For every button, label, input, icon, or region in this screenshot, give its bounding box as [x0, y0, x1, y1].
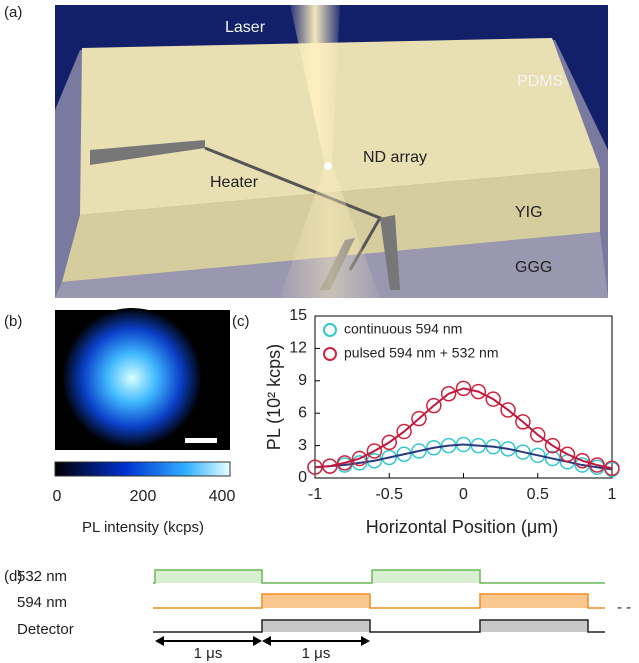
scale-bar [185, 438, 217, 443]
figure: (a) Laser PDMS ND array Heater YIG GGG (… [0, 0, 639, 663]
x-tick-label: 1 [608, 486, 617, 503]
legend-marker [324, 348, 336, 360]
x-tick-label: 0.5 [527, 486, 549, 503]
legend-marker [324, 324, 336, 336]
y-tick-label: 15 [289, 307, 307, 324]
colorbar-tick-label: 400 [209, 488, 236, 505]
colorbar-label: PL intensity (kcps) [82, 519, 204, 536]
colorbar-tick-label: 0 [53, 488, 62, 505]
row-label: 532 nm [17, 568, 67, 585]
pl-spot [62, 308, 202, 448]
colorbar [55, 462, 230, 476]
ellipsis: - - [617, 599, 631, 616]
y-tick-label: 0 [298, 469, 307, 486]
panel-label: (b) [4, 313, 22, 330]
x-tick-label: -0.5 [375, 486, 403, 503]
x-tick-label: 0 [459, 486, 468, 503]
yig-label: YIG [515, 204, 543, 221]
laser-label: Laser [225, 19, 266, 36]
interval-label: 1 μs [302, 645, 331, 662]
y-tick-label: 6 [298, 404, 307, 421]
y-axis-label: PL (10² kcps) [264, 344, 284, 450]
page: (a) Laser PDMS ND array Heater YIG GGG (… [0, 0, 639, 663]
legend-label: pulsed 594 nm + 532 nm [344, 345, 499, 361]
legend-label: continuous 594 nm [344, 321, 462, 337]
ggg-label: GGG [515, 259, 552, 276]
x-tick-label: -1 [308, 486, 322, 503]
nd-array-label: ND array [363, 149, 427, 166]
panel-label: (a) [4, 4, 22, 21]
pdms-label: PDMS [517, 73, 563, 90]
device-illustration [55, 5, 608, 298]
row-label: 594 nm [17, 594, 67, 611]
row-label: Detector [17, 621, 74, 638]
y-tick-label: 9 [298, 372, 307, 389]
panel-label: (c) [232, 313, 250, 330]
colorbar-tick-label: 200 [130, 488, 157, 505]
y-tick-label: 12 [289, 340, 307, 357]
interval-label: 1 μs [194, 645, 223, 662]
pulse-diagram [153, 570, 605, 646]
heater-label: Heater [210, 174, 259, 191]
x-axis-label: Horizontal Position (μm) [366, 517, 558, 537]
y-tick-label: 3 [298, 437, 307, 454]
